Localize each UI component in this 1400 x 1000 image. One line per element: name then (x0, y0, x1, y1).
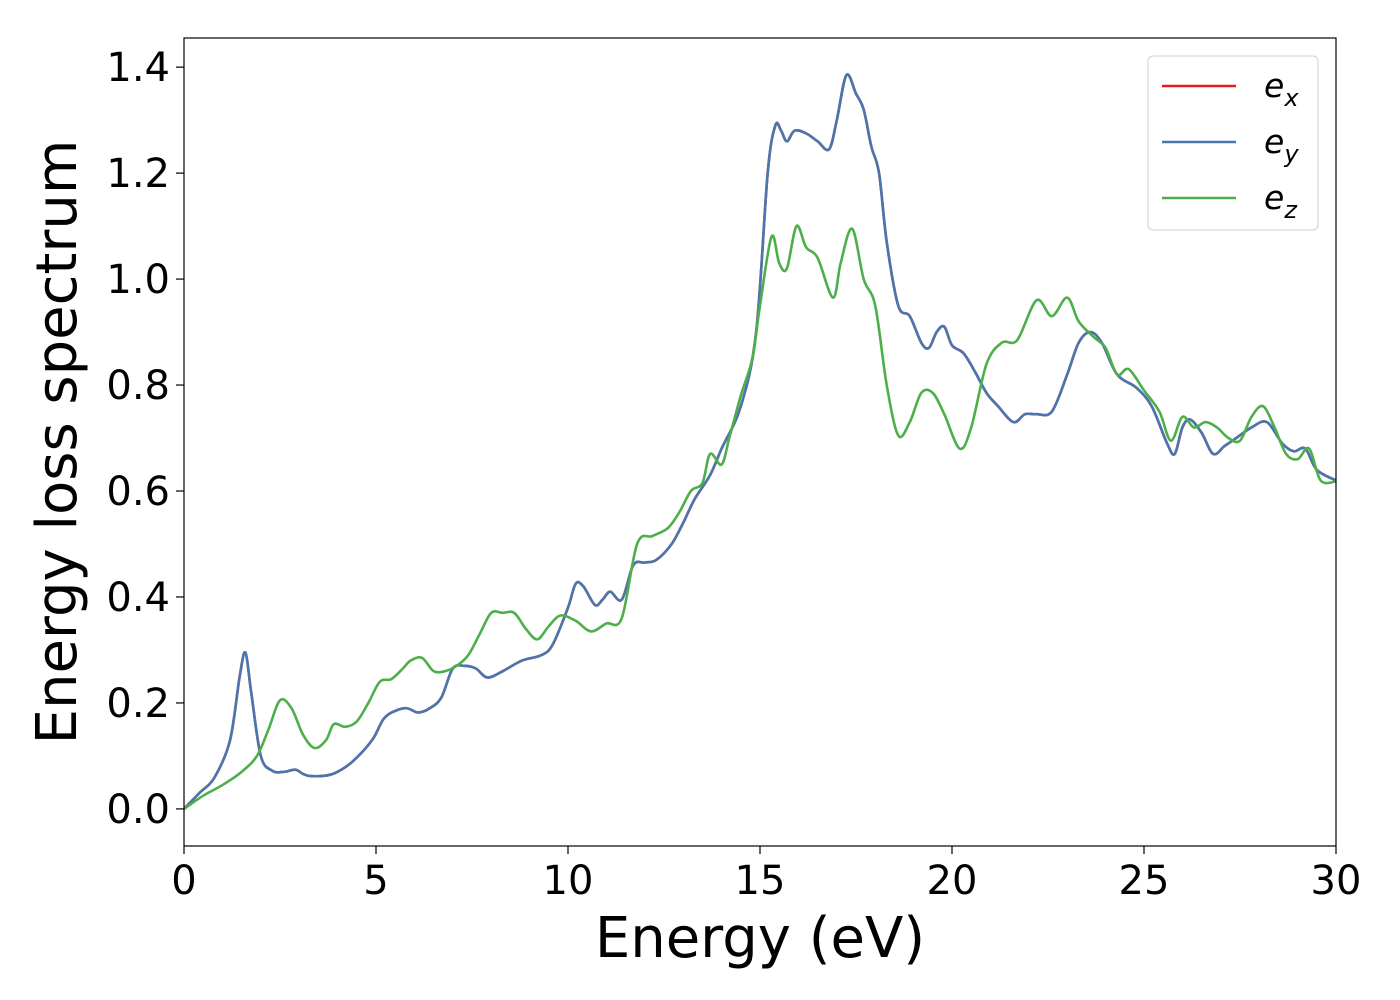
x-tick-label: 15 (735, 858, 786, 904)
y-tick-label: 1.0 (106, 257, 170, 303)
y-tick-label: 0.4 (106, 575, 170, 621)
x-tick-label: 20 (927, 858, 978, 904)
legend-label-y: ey (1264, 122, 1299, 168)
x-tick-label: 25 (1119, 858, 1170, 904)
legend-label-z: ez (1264, 178, 1298, 224)
x-tick-label: 30 (1311, 858, 1362, 904)
y-tick-label: 0.0 (106, 787, 170, 833)
x-tick-label: 0 (171, 858, 196, 904)
x-axis-label: Energy (eV) (595, 906, 925, 971)
y-tick-label: 1.2 (106, 151, 170, 197)
y-axis-label: Energy loss spectrum (25, 140, 90, 745)
x-axis-ticks: 0 5 10 15 20 25 30 (171, 846, 1361, 904)
legend: ex ey ez (1147, 55, 1319, 231)
x-tick-label: 10 (543, 858, 594, 904)
y-axis-ticks: 0.0 0.2 0.4 0.6 0.8 1.0 1.2 1.4 (106, 45, 184, 833)
legend-label-x: ex (1264, 66, 1299, 112)
x-tick-label: 5 (363, 858, 388, 904)
y-tick-label: 0.8 (106, 363, 170, 409)
series-line-z (184, 224, 1336, 810)
y-tick-label: 1.4 (106, 45, 170, 91)
y-tick-label: 0.2 (106, 681, 170, 727)
plot-lines (184, 73, 1336, 810)
series-line-y (184, 73, 1336, 810)
y-tick-label: 0.6 (106, 469, 170, 515)
